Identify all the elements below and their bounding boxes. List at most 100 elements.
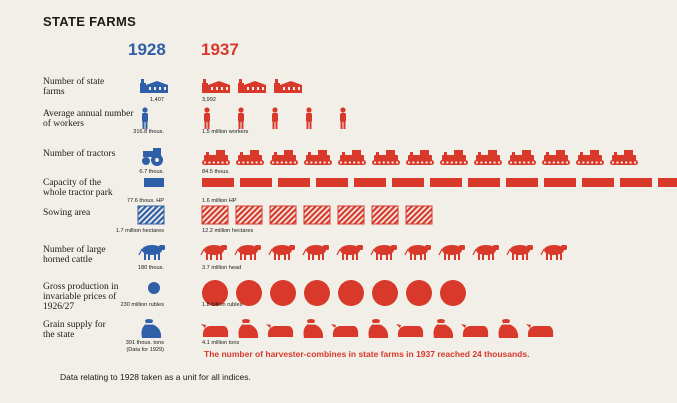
grain-sack-1937-icon <box>238 319 259 338</box>
harvester-combines-annotation: The number of harvester-combines in stat… <box>204 349 529 359</box>
tractor-1937-icon <box>338 150 366 165</box>
grain-sack-1937-icon <box>433 319 454 338</box>
capacity-bar-1937-icon <box>506 178 538 187</box>
grain-sack-1937-icon <box>498 319 519 338</box>
value-1928: 6.7 thous. <box>139 169 164 175</box>
tractor-1937-icon <box>202 150 230 165</box>
grain-sack-1928-icon <box>141 319 162 338</box>
value-1937: 3,992 <box>202 97 216 103</box>
worker-1937-icon <box>340 107 346 129</box>
row-label: Number of large <box>43 244 106 255</box>
cow-1937-icon <box>370 245 397 260</box>
capacity-bar-1937-icon <box>430 178 462 187</box>
cow-1937-icon <box>200 245 227 260</box>
worker-1937-icon <box>306 107 312 129</box>
value-1928: 1.7 million hectares <box>116 228 164 234</box>
tractor-1937-icon <box>270 150 298 165</box>
coin-1937-icon <box>202 280 228 306</box>
cow-1937-icon <box>268 245 295 260</box>
capacity-bar-1937-icon <box>278 178 310 187</box>
worker-1937-icon <box>204 107 210 129</box>
value-1937: 4.1 million tons <box>202 340 240 346</box>
field-1937-icon <box>269 205 297 225</box>
worker-1928-icon <box>142 107 148 129</box>
field-1937-icon <box>371 205 399 225</box>
capacity-bar-1937-icon <box>468 178 500 187</box>
row-label: horned cattle <box>43 255 92 265</box>
tractor-1937-icon <box>508 150 536 165</box>
coin-1937-icon <box>236 280 262 306</box>
value-1928: 230 million rubles <box>120 302 164 308</box>
field-1937-icon <box>303 205 331 225</box>
coin-1937-icon <box>440 280 466 306</box>
value-1937: 84.5 thous. <box>202 169 230 175</box>
chart-title: STATE FARMS <box>43 14 136 29</box>
value-1928: 180 thous. <box>138 265 165 271</box>
coin-1937-icon <box>338 280 364 306</box>
cow-1937-icon <box>336 245 363 260</box>
field-1937-icon <box>337 205 365 225</box>
row-label: farms <box>43 86 65 97</box>
tractor-1937-icon <box>576 150 604 165</box>
row-2: Number of tractors 6.7 thous. 84.5 thous. <box>43 148 638 175</box>
farm-building-1937-icon <box>274 79 302 93</box>
year-1937-header: 1937 <box>201 40 239 59</box>
tractor-1928-icon <box>142 148 163 166</box>
value-1937: 1.8 billion rubles <box>202 302 243 308</box>
tractor-1937-icon <box>236 150 264 165</box>
grain-sack-1937-icon <box>303 319 324 338</box>
grain-sack-1937-icon <box>396 324 424 337</box>
row-label: 1926/27 <box>43 302 74 312</box>
tractor-1937-icon <box>610 150 638 165</box>
year-1928-header: 1928 <box>128 40 166 59</box>
value-1928: 391 thous. tons <box>126 340 164 346</box>
field-1937-icon <box>405 205 433 225</box>
tractor-1937-icon <box>542 150 570 165</box>
coin-1937-icon <box>304 280 330 306</box>
value-1937: 1.5 million workers <box>202 129 249 135</box>
field-1937-icon <box>201 205 229 225</box>
tractor-1937-icon <box>474 150 502 165</box>
capacity-bar-1937-icon <box>658 178 677 187</box>
row-label: invariable prices of <box>43 291 117 302</box>
grain-sack-1937-icon <box>526 324 554 337</box>
coin-1937-icon <box>372 280 398 306</box>
row-label: Capacity of the <box>43 177 101 188</box>
farm-building-1937-icon <box>238 79 266 93</box>
grain-sack-1937-icon <box>266 324 294 337</box>
farm-building-1928-icon <box>140 79 168 93</box>
value-1928: 1,407 <box>150 97 164 103</box>
value-1928: 316.8 thous. <box>133 129 164 135</box>
row-4: Sowing area 1.7 million hectares 12.2 mill… <box>43 205 433 234</box>
cow-1937-icon <box>302 245 329 260</box>
capacity-bar-1928-icon <box>144 178 164 187</box>
cow-1937-icon <box>540 245 567 260</box>
capacity-bar-1937-icon <box>240 178 272 187</box>
coin-1937-icon <box>270 280 296 306</box>
grain-sack-1937-icon <box>461 324 489 337</box>
value-1928-note: (Data for 1929) <box>126 347 164 353</box>
row-label: Sowing area <box>43 208 91 218</box>
coin-1928-icon <box>148 282 160 294</box>
cow-1928-icon <box>138 245 165 260</box>
capacity-bar-1937-icon <box>316 178 348 187</box>
cow-1937-icon <box>472 245 499 260</box>
coin-1937-icon <box>406 280 432 306</box>
capacity-bar-1937-icon <box>354 178 386 187</box>
value-1928: 77.6 thous. HP <box>127 198 164 204</box>
row-label: Number of state <box>43 76 104 87</box>
row-label: Grain supply for <box>43 319 107 330</box>
tractor-1937-icon <box>406 150 434 165</box>
cow-1937-icon <box>404 245 431 260</box>
capacity-bar-1937-icon <box>544 178 576 187</box>
grain-sack-1937-icon <box>201 324 229 337</box>
value-1937: 1.6 million HP <box>202 198 237 204</box>
cow-1937-icon <box>234 245 261 260</box>
